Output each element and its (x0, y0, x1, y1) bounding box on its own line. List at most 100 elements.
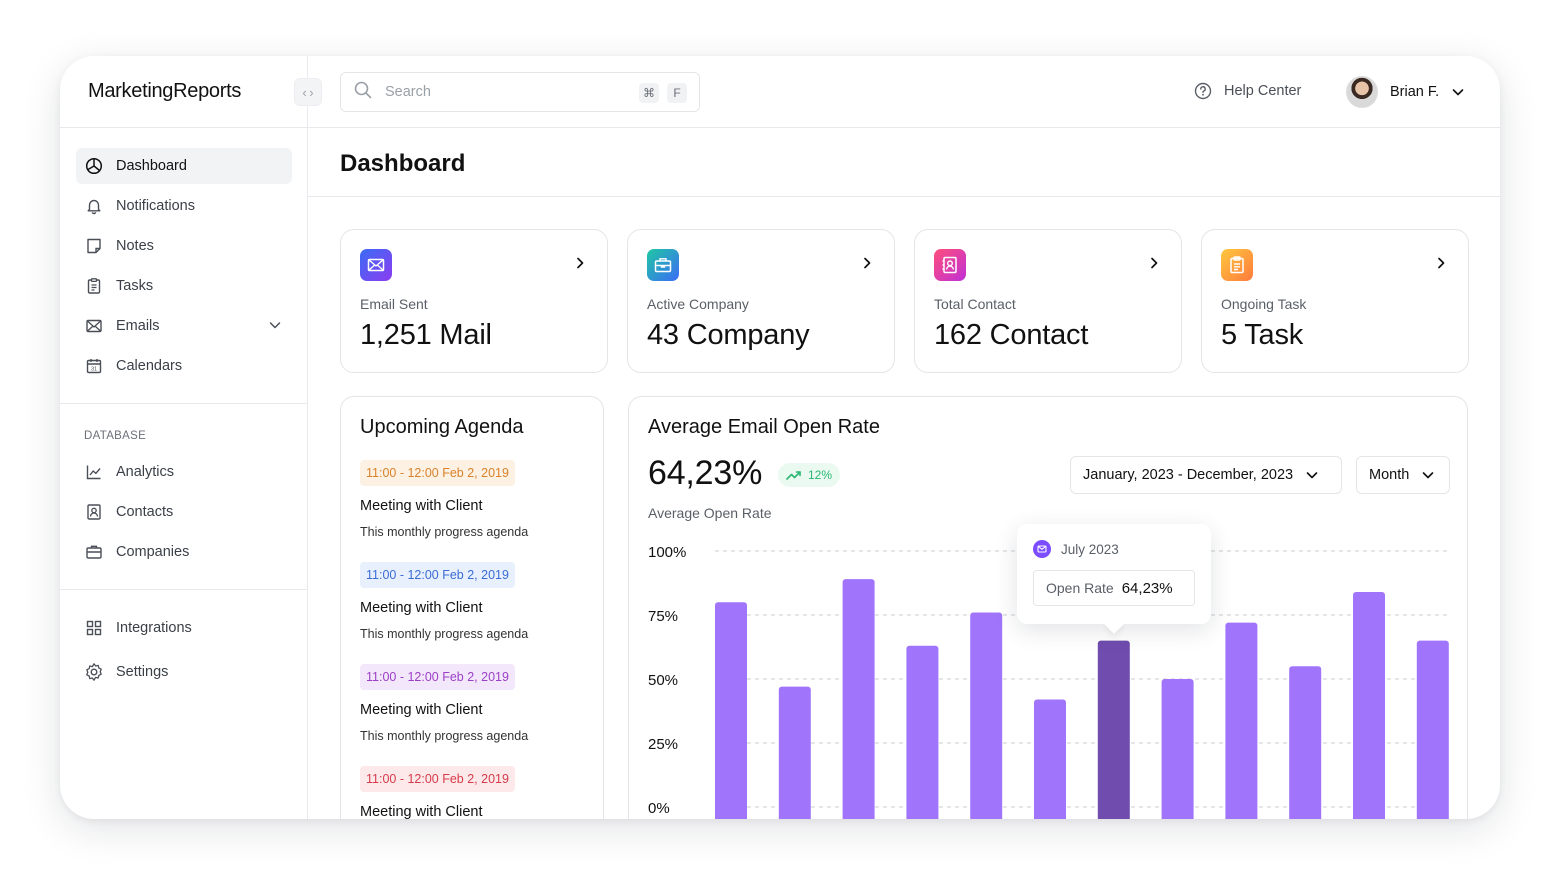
agenda-item-desc: This monthly progress agenda (360, 627, 529, 641)
bar-may[interactable] (970, 612, 1003, 819)
agenda-item-desc: This monthly progress agenda (360, 729, 529, 743)
kbd-f: F (667, 83, 687, 103)
chevron-right-icon[interactable] (1434, 256, 1448, 270)
agenda-item-title: Meeting with Client (360, 600, 483, 616)
bar-aug[interactable] (1161, 679, 1194, 819)
svg-text:31: 31 (91, 367, 97, 373)
open-rate-title: Average Email Open Rate (648, 416, 880, 438)
upcoming-agenda-card: Upcoming Agenda 11:00 - 12:00 Feb 2, 201… (340, 396, 604, 819)
sidebar-item-label: Companies (116, 544, 190, 560)
agenda-item[interactable]: 11:00 - 12:00 Feb 2, 2019 Meeting with C… (360, 562, 590, 641)
stat-card-email-sent[interactable]: Email Sent 1,251 Mail (340, 229, 608, 373)
app-window: MarketingReports ‹ › Dashboard Notificati… (60, 56, 1500, 819)
bar-sep[interactable] (1225, 622, 1258, 819)
stat-label: Total Contact (934, 296, 1016, 312)
date-range-value: January, 2023 - December, 2023 (1083, 467, 1294, 483)
stat-value: 5 Task (1221, 319, 1304, 351)
chevron-right-icon[interactable] (860, 256, 874, 270)
chevron-down-icon (1421, 468, 1435, 482)
agenda-title: Upcoming Agenda (360, 416, 524, 438)
tooltip-value: 64,23% (1121, 579, 1173, 597)
bar-feb[interactable] (778, 686, 811, 819)
tooltip-header: July 2023 (1033, 540, 1119, 558)
code-brackets-icon: ‹ › (302, 84, 314, 100)
sidebar-item-analytics[interactable]: Analytics (76, 454, 292, 490)
chevron-right-icon[interactable] (573, 256, 587, 270)
sidebar-item-settings[interactable]: Settings (76, 654, 292, 690)
mail-icon (84, 316, 104, 336)
bar-mar[interactable] (842, 579, 875, 819)
bar-apr[interactable] (906, 645, 939, 819)
sidebar-item-label: Emails (116, 318, 160, 334)
mail-icon (360, 249, 392, 281)
agenda-item[interactable]: 11:00 - 12:00 Feb 2, 2019 Meeting with C… (360, 460, 590, 539)
chart-tooltip: July 2023 Open Rate 64,23% (1017, 524, 1211, 634)
sidebar-item-calendars[interactable]: 31 Calendars (76, 348, 292, 384)
y-tick-label: 50% (648, 672, 678, 689)
agenda-item[interactable]: 11:00 - 12:00 Feb 2, 2019 Meeting with C… (360, 766, 590, 819)
search-input[interactable] (385, 84, 615, 100)
sidebar-item-notifications[interactable]: Notifications (76, 188, 292, 224)
avatar (1346, 76, 1378, 108)
sidebar-item-label: Notes (116, 238, 154, 254)
search-box[interactable]: ⌘ F (340, 72, 700, 112)
stat-card-total-contact[interactable]: Total Contact 162 Contact (914, 229, 1182, 373)
open-rate-bar-chart: 100% 75% 50% 25% 0% (648, 544, 1449, 819)
bar-nov[interactable] (1353, 591, 1385, 819)
sidebar-item-dashboard[interactable]: Dashboard (76, 148, 292, 184)
bell-icon (84, 196, 104, 216)
chevron-right-icon[interactable] (1147, 256, 1161, 270)
stat-value: 1,251 Mail (360, 319, 492, 351)
kbd-command: ⌘ (639, 83, 659, 103)
bar-jun[interactable] (1034, 699, 1066, 819)
bar-dec[interactable] (1416, 640, 1449, 819)
stat-card-active-company[interactable]: Active Company 43 Company (627, 229, 895, 373)
grid-icon (84, 618, 104, 638)
sidebar-item-tasks[interactable]: Tasks (76, 268, 292, 304)
calendar-icon: 31 (84, 356, 104, 376)
help-circle-icon (1194, 82, 1212, 100)
clipboard-icon (1221, 249, 1253, 281)
stat-value: 162 Contact (934, 319, 1089, 351)
stat-label: Ongoing Task (1221, 296, 1307, 312)
sidebar-item-contacts[interactable]: Contacts (76, 494, 292, 530)
sidebar-item-label: Calendars (116, 358, 183, 374)
gear-icon (84, 662, 104, 682)
dashboard-icon (84, 156, 104, 176)
user-menu[interactable]: Brian F. (1346, 76, 1465, 108)
stat-card-ongoing-task[interactable]: Ongoing Task 5 Task (1201, 229, 1469, 373)
sidebar-item-label: Settings (116, 664, 169, 680)
sidebar-item-label: Tasks (116, 278, 154, 294)
agenda-time-badge: 11:00 - 12:00 Feb 2, 2019 (360, 766, 515, 792)
sidebar-item-notes[interactable]: Notes (76, 228, 292, 264)
agenda-item-title: Meeting with Client (360, 702, 483, 718)
period-dropdown[interactable]: Month (1356, 456, 1450, 494)
sidebar-item-integrations[interactable]: Integrations (76, 610, 292, 646)
tooltip-month: July 2023 (1061, 541, 1119, 557)
help-center-link[interactable]: Help Center (1194, 82, 1301, 100)
sidebar-item-companies[interactable]: Companies (76, 534, 292, 570)
agenda-item-title: Meeting with Client (360, 804, 483, 819)
briefcase-icon (647, 249, 679, 281)
bar-jan[interactable] (715, 602, 747, 819)
y-tick-label: 0% (648, 800, 670, 817)
agenda-item-desc: This monthly progress agenda (360, 525, 529, 539)
tooltip-value-box: Open Rate 64,23% (1033, 570, 1195, 606)
sidebar-item-emails[interactable]: Emails (76, 308, 292, 344)
y-tick-label: 25% (648, 736, 678, 753)
brand-logo[interactable]: MarketingReports (88, 80, 242, 102)
help-center-label: Help Center (1224, 83, 1302, 99)
agenda-time-badge: 11:00 - 12:00 Feb 2, 2019 (360, 460, 515, 486)
agenda-item[interactable]: 11:00 - 12:00 Feb 2, 2019 Meeting with C… (360, 664, 590, 743)
stat-value: 43 Company (647, 319, 810, 351)
bar-jul[interactable] (1097, 640, 1130, 819)
clipboard-icon (84, 276, 104, 296)
sidebar-collapse-button[interactable]: ‹ › (294, 78, 322, 106)
chevron-down-icon[interactable] (268, 318, 282, 336)
open-rate-card: Average Email Open Rate 64,23% 12% Avera… (628, 396, 1468, 819)
bar-oct[interactable] (1289, 666, 1322, 819)
date-range-dropdown[interactable]: January, 2023 - December, 2023 (1070, 456, 1342, 494)
contact-book-icon (84, 502, 104, 522)
sidebar-database-nav: Analytics Contacts Companies (76, 454, 292, 574)
contact-book-icon (934, 249, 966, 281)
